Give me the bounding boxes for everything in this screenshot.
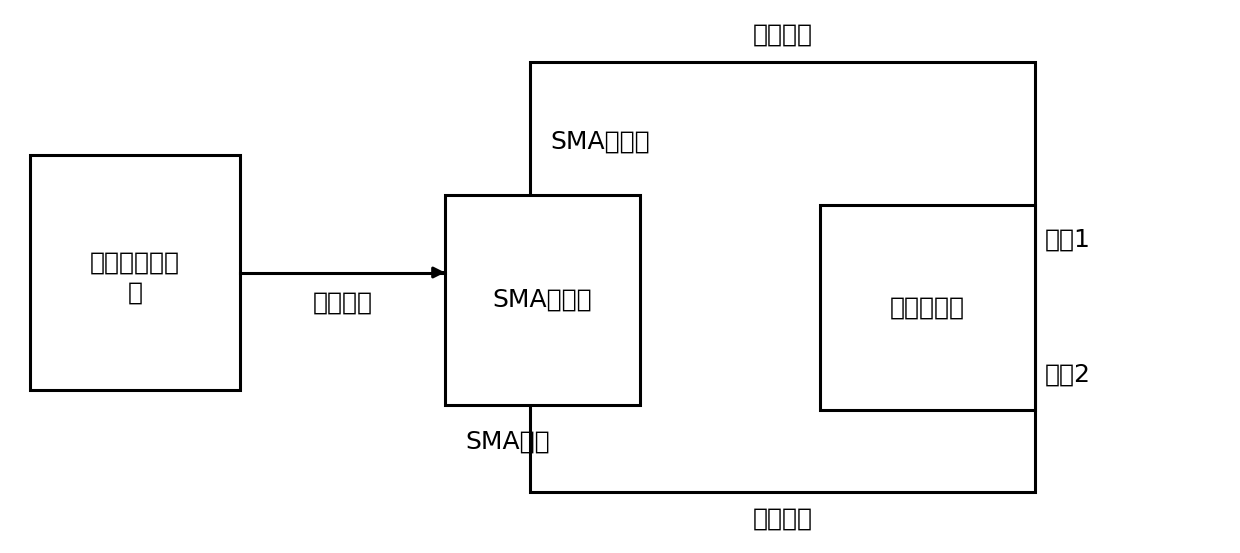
- Text: SMA内插针: SMA内插针: [551, 130, 650, 154]
- Bar: [30, 155, 241, 390]
- Text: 仪: 仪: [128, 280, 143, 305]
- Bar: [820, 205, 1035, 410]
- Text: 标准电缆: 标准电缆: [312, 290, 372, 315]
- Text: 紫销导线: 紫销导线: [753, 507, 812, 531]
- Bar: [445, 195, 640, 405]
- Text: 紫销导线: 紫销导线: [753, 23, 812, 47]
- Text: 电源2: 电源2: [1045, 363, 1091, 387]
- Text: 中间继电器: 中间继电器: [890, 295, 965, 320]
- Bar: [529, 62, 1035, 492]
- Text: SMA外壳: SMA外壳: [465, 430, 549, 454]
- Text: SMA转接头: SMA转接头: [492, 288, 593, 312]
- Text: 电源1: 电源1: [1045, 228, 1091, 252]
- Text: 矢量网络分析: 矢量网络分析: [91, 251, 180, 274]
